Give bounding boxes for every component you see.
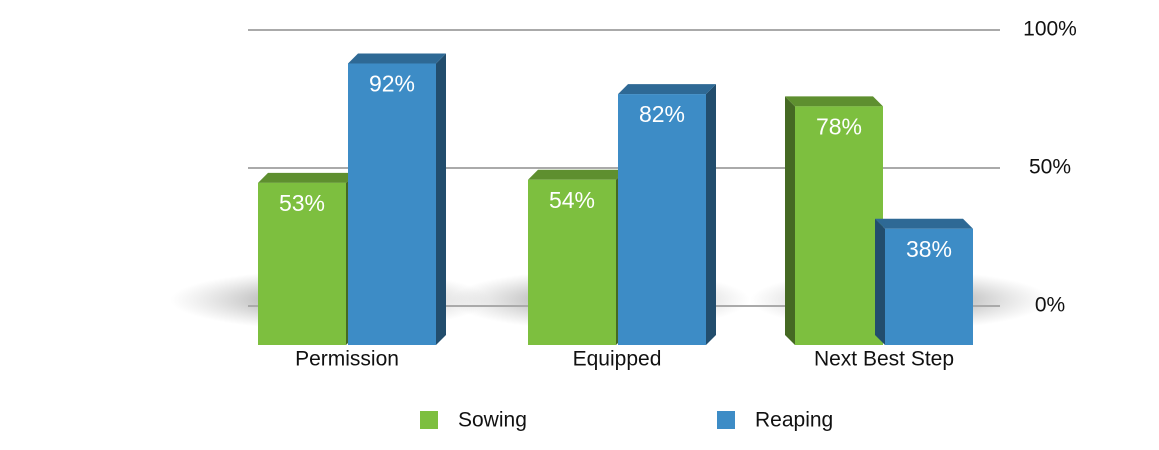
value-label: 82%	[639, 101, 685, 127]
value-label: 53%	[279, 190, 325, 216]
legend-swatch	[420, 411, 438, 429]
bar-top	[875, 218, 973, 229]
value-label: 92%	[369, 71, 415, 97]
legend-swatch	[717, 411, 735, 429]
bar	[885, 228, 973, 345]
value-label: 54%	[549, 187, 595, 213]
value-label: 78%	[816, 113, 862, 139]
bar-side	[785, 96, 795, 345]
x-tick-label: Equipped	[573, 348, 662, 371]
bar-side	[436, 53, 446, 345]
bar	[258, 182, 346, 345]
y-tick-label: 100%	[1023, 18, 1077, 41]
bar-top	[528, 169, 626, 180]
value-label: 38%	[906, 236, 952, 262]
bar	[348, 63, 436, 345]
bar-side	[706, 84, 716, 345]
bar-top	[785, 96, 883, 107]
bar	[528, 179, 616, 345]
bar-top	[348, 53, 446, 64]
legend-label: Reaping	[755, 409, 833, 432]
y-tick-label: 50%	[1029, 156, 1071, 179]
y-tick-label: 0%	[1035, 294, 1065, 317]
x-tick-label: Next Best Step	[814, 348, 954, 371]
bar-top	[258, 172, 356, 183]
bar	[795, 106, 883, 345]
bar-top	[618, 84, 716, 95]
x-tick-label: Permission	[295, 348, 399, 371]
legend-label: Sowing	[458, 409, 527, 432]
bar	[618, 94, 706, 345]
bar-side	[875, 218, 885, 345]
